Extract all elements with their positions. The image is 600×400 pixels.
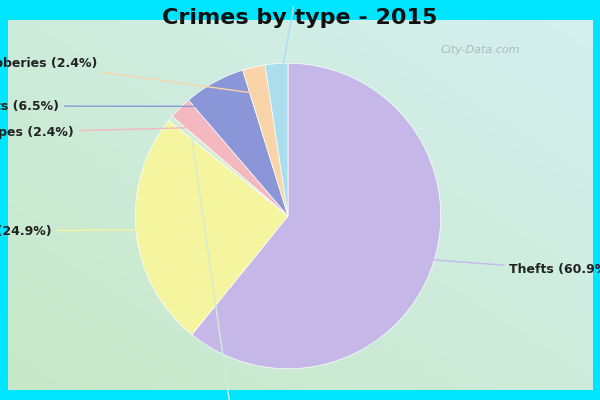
Text: Thefts (60.9%): Thefts (60.9%) (409, 258, 600, 276)
Text: Auto thefts (6.5%): Auto thefts (6.5%) (0, 100, 224, 112)
Wedge shape (135, 121, 288, 335)
Text: Assaults (2.4%): Assaults (2.4%) (241, 0, 350, 88)
Wedge shape (265, 63, 288, 216)
Wedge shape (188, 70, 288, 216)
Text: Burglaries (24.9%): Burglaries (24.9%) (0, 225, 161, 238)
Text: Rapes (2.4%): Rapes (2.4%) (0, 126, 197, 138)
Wedge shape (172, 100, 288, 216)
Wedge shape (169, 116, 288, 216)
Wedge shape (242, 65, 288, 216)
Text: City-Data.com: City-Data.com (440, 45, 520, 55)
Wedge shape (192, 63, 441, 369)
Text: Crimes by type - 2015: Crimes by type - 2015 (163, 8, 437, 28)
Text: Robberies (2.4%): Robberies (2.4%) (0, 57, 257, 94)
Text: Arson (0.6%): Arson (0.6%) (189, 139, 280, 400)
